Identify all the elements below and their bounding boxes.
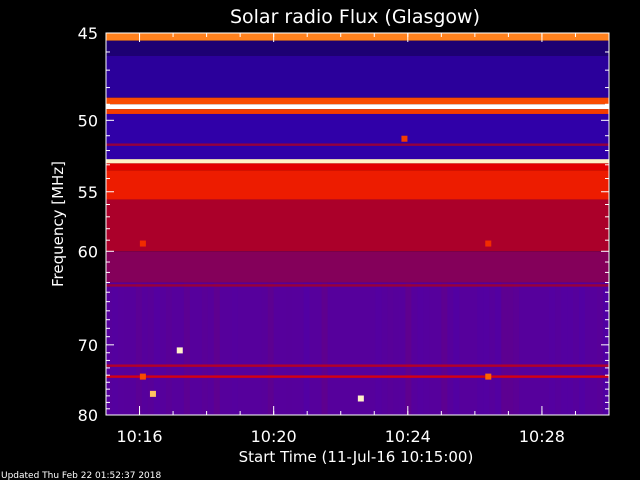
burst-spot <box>485 373 492 380</box>
x-axis-label: Start Time (11-Jul-16 10:15:00) <box>239 448 474 466</box>
spectrum-texture <box>135 282 142 415</box>
spectrum-band <box>106 55 609 98</box>
spectrogram-features <box>106 135 609 402</box>
x-tick-label: 10:28 <box>519 427 565 446</box>
spectrum-band <box>106 113 609 160</box>
x-axis: 10:16 10:20 10:24 10:28 <box>116 33 576 446</box>
spectrum-texture <box>393 282 400 415</box>
spectrum-texture <box>453 282 460 415</box>
burst-spot <box>176 347 183 354</box>
spectrum-texture <box>201 282 208 415</box>
burst-spot <box>149 390 156 397</box>
spectrum-texture <box>321 282 328 415</box>
spectrum-texture <box>267 282 274 415</box>
spectrum-texture <box>501 282 508 415</box>
x-tick-label: 10:20 <box>251 427 297 446</box>
x-tick-label: 10:16 <box>116 427 162 446</box>
emission-line <box>106 284 609 287</box>
spectrum-texture <box>555 282 562 415</box>
spectrum-texture <box>477 282 484 415</box>
spectrum-texture <box>153 282 160 415</box>
spectrum-texture <box>375 282 382 415</box>
spectrum-texture <box>579 282 586 415</box>
emission-line <box>106 375 609 378</box>
chart-title: Solar radio Flux (Glasgow) <box>230 6 480 28</box>
spectrum-texture <box>147 282 154 415</box>
spectrum-texture <box>603 282 609 415</box>
spectrum-texture <box>207 282 214 415</box>
spectrum-texture <box>303 282 310 415</box>
spectrum-texture <box>483 282 490 415</box>
spectrum-texture <box>567 282 574 415</box>
spectrum-texture <box>213 282 220 415</box>
y-tick-label: 55 <box>78 183 98 202</box>
y-axis: 45 50 55 60 70 80 <box>78 24 609 425</box>
plot-frame <box>105 32 610 416</box>
spectrum-band <box>106 199 609 252</box>
spectrum-texture <box>183 282 190 415</box>
burst-spot <box>139 240 146 247</box>
emission-line <box>106 364 609 367</box>
spectrum-band <box>106 159 609 164</box>
spectrum-texture <box>285 282 292 415</box>
spectrum-band <box>106 97 609 105</box>
spectrum-band <box>106 40 609 56</box>
spectrum-texture <box>597 282 604 415</box>
spectrum-texture <box>387 282 394 415</box>
spectrum-texture <box>561 282 568 415</box>
spectrum-texture <box>423 282 430 415</box>
spectrogram-cells <box>106 33 609 415</box>
spectrum-band <box>106 104 609 110</box>
x-tick-label: 10:24 <box>385 427 431 446</box>
updated-timestamp: Updated Thu Feb 22 01:52:37 2018 <box>1 471 162 480</box>
spectrum-band <box>106 170 609 200</box>
spectrum-band <box>106 33 609 41</box>
y-tick-label: 45 <box>78 24 98 43</box>
y-tick-label: 80 <box>78 406 98 425</box>
spectrum-texture <box>495 282 502 415</box>
spectrum-texture <box>507 282 514 415</box>
spectrum-texture <box>417 282 424 415</box>
spectrum-band <box>106 109 609 114</box>
y-tick-label: 70 <box>78 336 98 355</box>
spectrum-band <box>106 251 609 283</box>
spectrum-texture <box>111 282 118 415</box>
spectrum-texture <box>165 282 172 415</box>
emission-line <box>106 143 609 146</box>
y-axis-label: Frequency [MHz] <box>49 161 67 287</box>
burst-spot <box>401 135 408 142</box>
spectrum-texture <box>231 282 238 415</box>
burst-spot <box>357 395 364 402</box>
spectrum-texture <box>513 282 520 415</box>
spectrum-texture <box>549 282 556 415</box>
spectrum-texture <box>441 282 448 415</box>
y-tick-label: 60 <box>78 242 98 261</box>
spectrum-texture <box>405 282 412 415</box>
burst-spot <box>485 240 492 247</box>
spectrum-band <box>106 282 609 415</box>
burst-spot <box>139 373 146 380</box>
spectrum-texture <box>123 282 130 415</box>
spectrum-band <box>106 163 609 171</box>
spectrum-texture <box>381 282 388 415</box>
y-tick-label: 50 <box>78 111 98 130</box>
spectrum-texture <box>261 282 268 415</box>
